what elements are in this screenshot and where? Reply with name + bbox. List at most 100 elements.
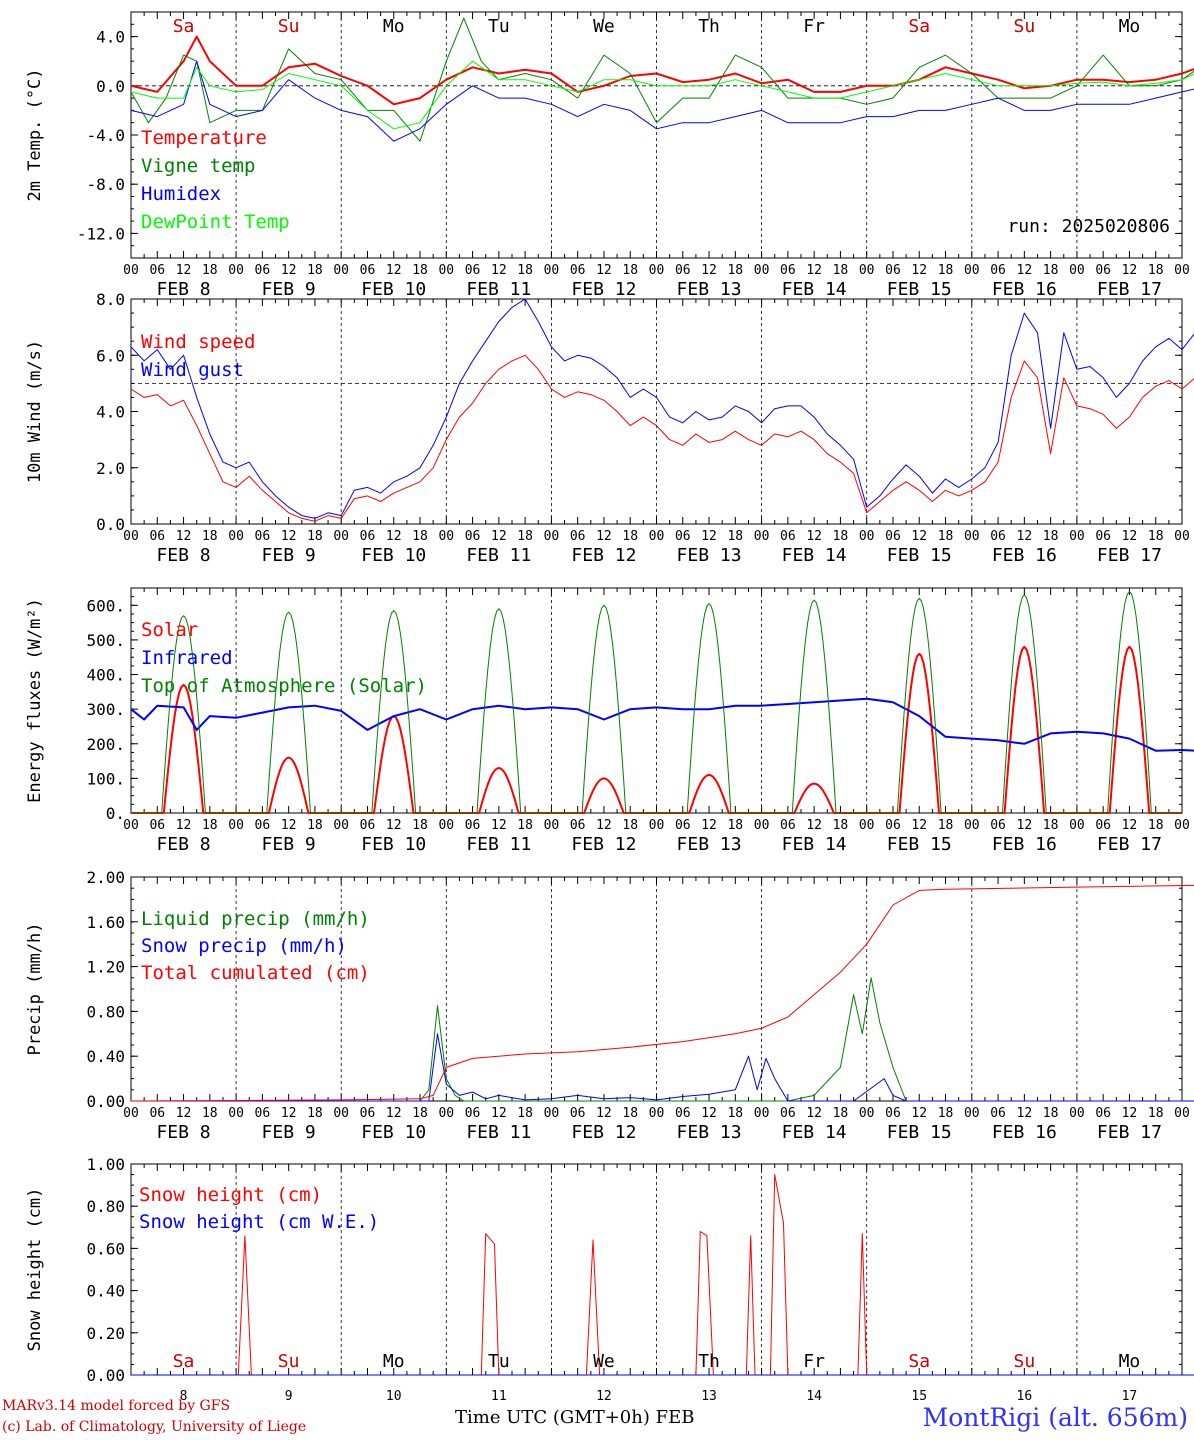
hour-label: 06 bbox=[990, 263, 1006, 278]
hour-label: 18 bbox=[622, 1106, 638, 1121]
hour-label: 18 bbox=[938, 1106, 954, 1121]
hour-label: 06 bbox=[255, 1106, 271, 1121]
hour-label: 00 bbox=[1174, 1106, 1190, 1121]
hour-label: 12 bbox=[596, 263, 612, 278]
legend-entry: Solar bbox=[141, 619, 198, 641]
hour-label: 12 bbox=[176, 529, 192, 544]
legend-entry: DewPoint Temp bbox=[141, 211, 290, 233]
series-line-dewpoint-temp bbox=[130, 60, 1194, 130]
hour-label: 06 bbox=[990, 529, 1006, 544]
y-tick-label: 1.60 bbox=[86, 913, 125, 932]
hour-label: 00 bbox=[1174, 263, 1190, 278]
hour-label: 00 bbox=[123, 1106, 139, 1121]
hour-label: 06 bbox=[465, 818, 481, 833]
y-tick-label: 0.60 bbox=[86, 1239, 125, 1258]
hour-label: 18 bbox=[1148, 1106, 1164, 1121]
hour-label: 00 bbox=[333, 263, 349, 278]
y-axis-label: Snow height (cm) bbox=[25, 1188, 45, 1352]
legend-entry: Wind speed bbox=[141, 331, 255, 353]
hour-label: 06 bbox=[570, 1106, 586, 1121]
station-label: MontRigi (alt. 656m) bbox=[922, 1403, 1188, 1432]
date-label: FEB 9 bbox=[262, 545, 316, 566]
hour-label: 06 bbox=[465, 529, 481, 544]
hour-label: 18 bbox=[1148, 529, 1164, 544]
date-label: FEB 14 bbox=[782, 834, 847, 855]
date-label: FEB 17 bbox=[1097, 834, 1162, 855]
day-number: 9 bbox=[285, 1389, 293, 1404]
hour-label: 00 bbox=[649, 1106, 665, 1121]
date-label: FEB 17 bbox=[1097, 545, 1162, 566]
copyright-credit: (c) Lab. of Climatology, University of L… bbox=[2, 1419, 307, 1435]
day-name: Su bbox=[1014, 1351, 1036, 1372]
hour-label: 06 bbox=[780, 263, 796, 278]
day-name: Th bbox=[698, 1351, 720, 1372]
hour-label: 12 bbox=[1122, 1106, 1138, 1121]
day-name: Fr bbox=[803, 16, 825, 37]
hour-label: 12 bbox=[1122, 818, 1138, 833]
hour-label: 12 bbox=[911, 1106, 927, 1121]
hour-label: 12 bbox=[1122, 529, 1138, 544]
plot-frame bbox=[130, 587, 1183, 814]
hour-label: 06 bbox=[780, 818, 796, 833]
day-name: We bbox=[593, 1351, 615, 1372]
y-axis-label: Precip (mm/h) bbox=[25, 922, 45, 1055]
legend-entry: Snow height (cm) bbox=[139, 1184, 322, 1206]
legend-entry: Humidex bbox=[141, 183, 221, 205]
hour-label: 18 bbox=[622, 529, 638, 544]
model-credit: MARv3.14 model forced by GFS bbox=[2, 1398, 231, 1414]
hour-label: 00 bbox=[228, 1106, 244, 1121]
panel-5: 1.00 0.80 0.60 0.40 0.20 0.00 Snow height (cm)… bbox=[25, 1155, 1194, 1404]
hour-label: 00 bbox=[544, 1106, 560, 1121]
day-number: 15 bbox=[911, 1389, 927, 1404]
date-label: FEB 10 bbox=[361, 834, 426, 855]
legend-entry: Liquid precip (mm/h) bbox=[141, 908, 370, 930]
hour-label: 06 bbox=[885, 1106, 901, 1121]
legend-entry: Infrared bbox=[141, 647, 233, 669]
hour-label: 00 bbox=[964, 818, 980, 833]
hour-label: 18 bbox=[938, 529, 954, 544]
hour-label: 06 bbox=[360, 529, 376, 544]
date-label: FEB 10 bbox=[361, 279, 426, 300]
date-label: FEB 12 bbox=[571, 279, 636, 300]
y-tick-label: 8.0 bbox=[96, 290, 125, 309]
y-tick-label: 200. bbox=[86, 735, 125, 754]
series-line-top-of-atmosphere-solar- bbox=[131, 591, 1182, 814]
hour-label: 12 bbox=[491, 1106, 507, 1121]
hour-label: 18 bbox=[517, 1106, 533, 1121]
hour-label: 00 bbox=[438, 529, 454, 544]
date-label: FEB 11 bbox=[466, 279, 531, 300]
day-number: 8 bbox=[180, 1389, 188, 1404]
date-label: FEB 14 bbox=[782, 1122, 847, 1143]
date-label: FEB 8 bbox=[156, 1122, 210, 1143]
series-line-snow-height-cm- bbox=[131, 1174, 1194, 1376]
hour-label: 06 bbox=[1095, 529, 1111, 544]
day-name: Mo bbox=[383, 16, 405, 37]
day-name: Sa bbox=[908, 16, 930, 37]
day-name: Su bbox=[278, 16, 300, 37]
hour-label: 18 bbox=[727, 263, 743, 278]
date-label: FEB 10 bbox=[361, 1122, 426, 1143]
date-label: FEB 11 bbox=[466, 1122, 531, 1143]
date-label: FEB 16 bbox=[992, 1122, 1057, 1143]
hour-label: 00 bbox=[859, 263, 875, 278]
hour-label: 18 bbox=[622, 818, 638, 833]
day-number: 10 bbox=[386, 1389, 402, 1404]
hour-label: 12 bbox=[806, 1106, 822, 1121]
y-tick-label: 4.0 bbox=[96, 28, 125, 47]
hour-label: 06 bbox=[885, 818, 901, 833]
hour-label: 06 bbox=[1095, 1106, 1111, 1121]
y-tick-label: 1.00 bbox=[86, 1155, 125, 1174]
hour-label: 18 bbox=[202, 263, 218, 278]
hour-label: 12 bbox=[911, 818, 927, 833]
hour-label: 00 bbox=[333, 529, 349, 544]
hour-label: 06 bbox=[570, 818, 586, 833]
hour-label: 12 bbox=[281, 263, 297, 278]
hour-label: 00 bbox=[228, 818, 244, 833]
hour-label: 00 bbox=[1174, 818, 1190, 833]
hour-label: 00 bbox=[964, 529, 980, 544]
hour-label: 06 bbox=[255, 263, 271, 278]
hour-label: 00 bbox=[964, 1106, 980, 1121]
hour-label: 00 bbox=[123, 529, 139, 544]
hour-label: 00 bbox=[438, 1106, 454, 1121]
hour-label: 18 bbox=[202, 1106, 218, 1121]
